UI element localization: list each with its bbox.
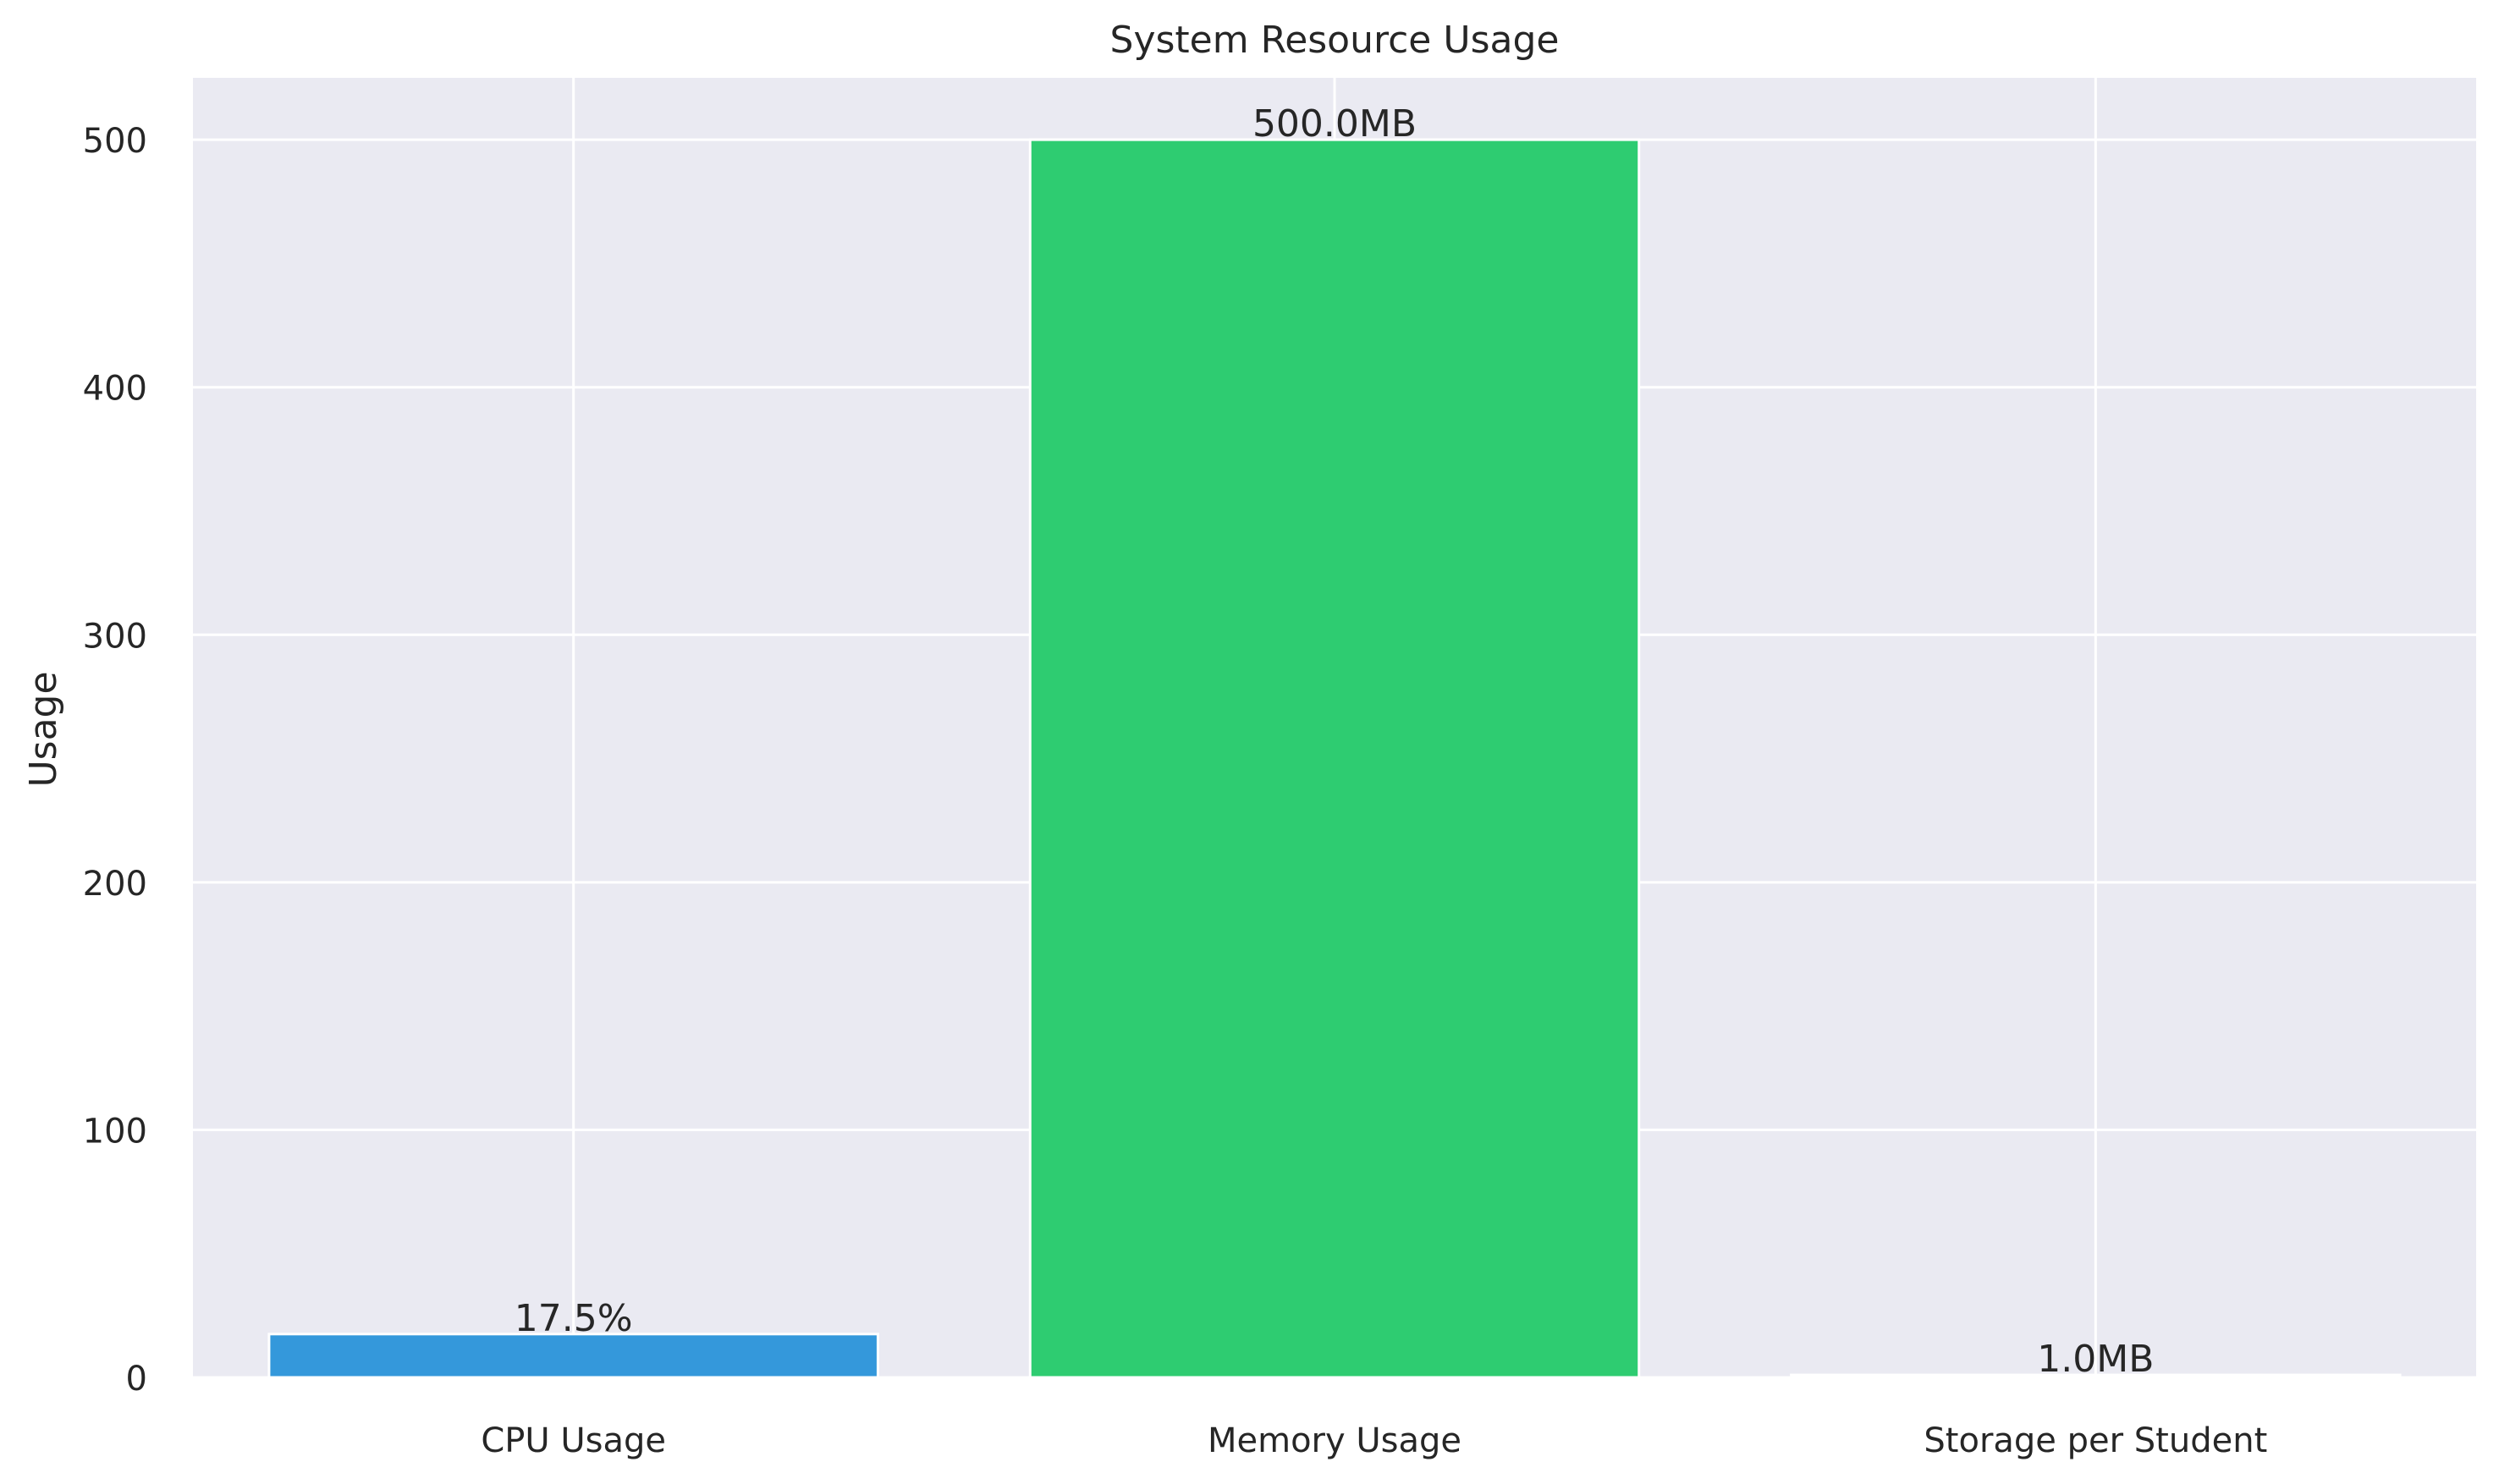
y-tick-label: 0 (126, 1360, 147, 1399)
x-tick-labels: CPU Usage Memory Usage Storage per Student (481, 1421, 2267, 1460)
x-tick-label: CPU Usage (481, 1421, 666, 1460)
y-axis-label: Usage (22, 671, 65, 787)
bar-cpu-usage (267, 1333, 879, 1379)
y-tick-label: 400 (83, 370, 147, 409)
bars (267, 138, 2402, 1379)
data-label: 17.5% (515, 1297, 633, 1340)
y-tick-label: 300 (83, 617, 147, 656)
bar-storage-per-student (1790, 1373, 2402, 1379)
x-tick-label: Storage per Student (1924, 1421, 2267, 1460)
chart-title: System Resource Usage (1110, 19, 1560, 62)
y-tick-label: 200 (83, 865, 147, 904)
bar-memory-usage (1028, 138, 1641, 1379)
data-label: 1.0MB (2037, 1338, 2154, 1381)
y-tick-label: 100 (83, 1112, 147, 1151)
data-label: 500.0MB (1252, 102, 1417, 146)
data-labels: 17.5% 500.0MB 1.0MB (515, 102, 2155, 1381)
y-tick-label: 500 (83, 122, 147, 161)
y-tick-labels: 0 100 200 300 400 500 (83, 122, 147, 1399)
x-tick-label: Memory Usage (1208, 1421, 1461, 1460)
